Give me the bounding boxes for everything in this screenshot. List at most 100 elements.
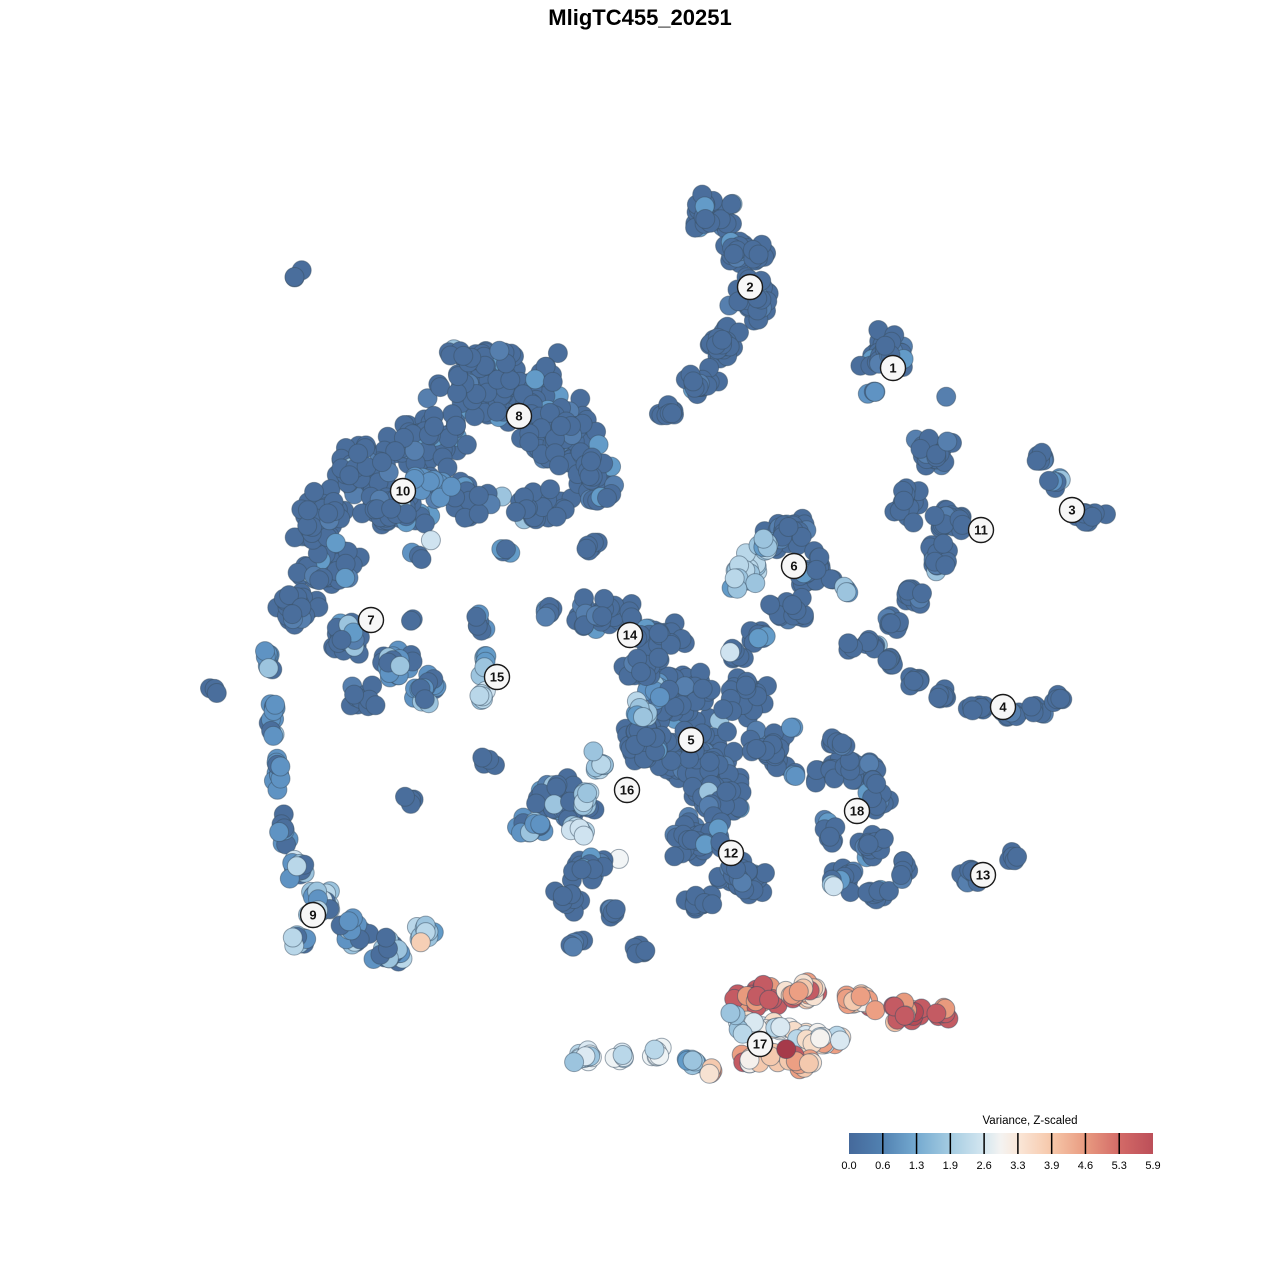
data-point — [411, 549, 432, 570]
data-point — [287, 562, 308, 583]
data-point — [385, 441, 406, 462]
data-point — [746, 739, 767, 759]
data-point — [304, 481, 325, 502]
data-point — [441, 476, 462, 497]
data-point — [692, 678, 713, 699]
data-point — [798, 1053, 819, 1074]
svg-text:5: 5 — [687, 733, 694, 748]
colorbar-tick-label: 1.3 — [909, 1160, 924, 1172]
data-point — [760, 594, 781, 615]
svg-text:10: 10 — [396, 484, 410, 499]
data-point — [748, 244, 769, 265]
data-point — [875, 335, 896, 356]
data-point — [472, 747, 493, 768]
data-point — [447, 383, 467, 403]
cluster-label: 5 — [677, 726, 705, 754]
svg-text:8: 8 — [515, 409, 522, 424]
cluster-label: 8 — [505, 402, 533, 430]
svg-text:16: 16 — [620, 783, 634, 798]
cluster-label: 3 — [1058, 496, 1086, 524]
data-point — [576, 538, 597, 559]
svg-text:6: 6 — [790, 559, 797, 574]
data-point — [612, 1045, 633, 1065]
data-point — [683, 371, 704, 392]
data-point — [417, 388, 438, 409]
data-point — [453, 345, 474, 366]
data-point — [571, 859, 592, 880]
data-point — [662, 403, 683, 424]
data-point — [331, 629, 352, 650]
svg-text:17: 17 — [753, 1037, 767, 1052]
data-point — [1038, 470, 1059, 491]
data-point — [348, 443, 369, 464]
data-point — [830, 1030, 850, 1051]
data-point — [880, 613, 901, 634]
data-point — [594, 588, 615, 609]
data-point — [547, 343, 568, 364]
data-point — [648, 647, 669, 668]
cluster-label: 10 — [389, 477, 417, 505]
data-point — [785, 766, 806, 786]
colorbar-ticks — [882, 1133, 1120, 1154]
data-point — [903, 512, 924, 533]
data-point — [505, 502, 526, 522]
data-point — [265, 694, 286, 715]
data-point — [810, 1028, 831, 1049]
data-point — [695, 209, 716, 229]
data-point — [735, 675, 756, 696]
data-point — [716, 781, 737, 802]
data-point — [770, 1017, 791, 1038]
data-point — [1026, 450, 1047, 471]
data-point — [850, 986, 871, 1007]
svg-text:13: 13 — [976, 868, 990, 883]
data-point — [284, 267, 305, 287]
data-point — [755, 863, 775, 883]
cluster-label: 17 — [746, 1030, 774, 1058]
cluster-label: 16 — [613, 776, 641, 804]
data-point — [894, 1005, 915, 1026]
colorbar-tick-label: 1.9 — [943, 1160, 958, 1172]
data-point — [339, 465, 360, 486]
data-point — [819, 826, 840, 847]
data-point — [325, 533, 346, 553]
colorbar-tick-label: 3.3 — [1010, 1160, 1025, 1172]
data-point — [699, 1063, 720, 1084]
svg-text:12: 12 — [724, 846, 738, 861]
data-point — [519, 432, 540, 453]
data-point — [468, 485, 489, 506]
cluster-label: 15 — [483, 663, 511, 691]
cluster-label: 12 — [717, 839, 745, 867]
data-point — [635, 940, 656, 961]
colorbar-tick-labels: 0.0 0.6 1.3 1.9 2.6 3.3 3.9 4.6 5.3 5.9 — [841, 1160, 1160, 1172]
data-point — [962, 700, 983, 721]
data-point — [713, 699, 734, 720]
colorbar-tick-label: 0.0 — [841, 1160, 856, 1172]
data-point — [381, 498, 402, 519]
svg-text:7: 7 — [367, 613, 374, 628]
data-point — [552, 886, 573, 906]
data-point — [823, 876, 844, 897]
data-point — [430, 377, 451, 398]
data-point — [928, 687, 949, 708]
data-point — [446, 415, 467, 436]
data-point — [723, 244, 744, 264]
data-point — [581, 451, 601, 472]
data-points-layer — [200, 184, 1116, 1084]
data-point — [879, 881, 899, 901]
cluster-label: 13 — [969, 861, 997, 889]
data-point — [1021, 696, 1042, 717]
data-point — [487, 401, 507, 422]
data-point — [720, 1003, 741, 1023]
data-point — [781, 717, 801, 738]
data-point — [721, 194, 742, 215]
data-point — [759, 989, 780, 1010]
data-point — [410, 932, 431, 953]
data-point — [414, 689, 435, 710]
data-point — [660, 634, 681, 655]
cluster-label: 7 — [357, 606, 385, 634]
data-point — [748, 628, 769, 649]
data-point — [776, 1039, 797, 1060]
data-point — [937, 431, 958, 452]
data-point — [648, 623, 669, 644]
